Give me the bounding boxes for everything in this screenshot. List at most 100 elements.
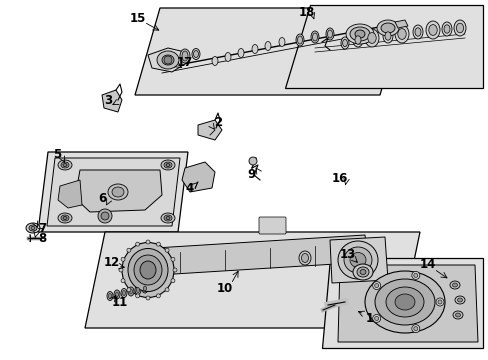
Text: 2: 2	[214, 116, 222, 129]
Ellipse shape	[452, 311, 462, 319]
Ellipse shape	[140, 261, 156, 279]
Ellipse shape	[122, 291, 125, 296]
Polygon shape	[148, 48, 187, 72]
Ellipse shape	[340, 37, 348, 49]
Circle shape	[98, 209, 112, 223]
Ellipse shape	[112, 187, 124, 197]
Ellipse shape	[29, 225, 37, 231]
Circle shape	[127, 288, 131, 292]
Text: 18: 18	[298, 5, 315, 18]
Circle shape	[146, 240, 150, 244]
Ellipse shape	[224, 53, 230, 62]
Text: 13: 13	[339, 248, 355, 261]
Ellipse shape	[108, 293, 111, 298]
Circle shape	[121, 279, 125, 283]
Ellipse shape	[425, 21, 439, 39]
Ellipse shape	[354, 30, 364, 38]
Ellipse shape	[346, 24, 373, 44]
Ellipse shape	[298, 251, 310, 265]
Circle shape	[372, 282, 380, 289]
Circle shape	[121, 257, 125, 261]
Circle shape	[411, 325, 419, 333]
Ellipse shape	[163, 215, 172, 221]
Ellipse shape	[58, 160, 72, 170]
Ellipse shape	[114, 290, 120, 299]
Ellipse shape	[136, 288, 139, 292]
Ellipse shape	[380, 23, 394, 33]
Ellipse shape	[162, 55, 174, 65]
Ellipse shape	[449, 281, 459, 289]
Text: 17: 17	[177, 55, 193, 68]
Ellipse shape	[61, 162, 69, 168]
Ellipse shape	[134, 255, 162, 285]
Ellipse shape	[26, 223, 40, 233]
Polygon shape	[75, 170, 162, 212]
Text: 12: 12	[103, 256, 120, 269]
Ellipse shape	[157, 51, 179, 69]
Text: 16: 16	[331, 171, 347, 184]
Ellipse shape	[374, 279, 434, 325]
Ellipse shape	[376, 20, 398, 36]
Ellipse shape	[165, 216, 170, 220]
Ellipse shape	[193, 50, 198, 58]
Ellipse shape	[359, 270, 365, 274]
Ellipse shape	[414, 28, 420, 36]
Polygon shape	[337, 265, 477, 342]
Circle shape	[248, 157, 257, 165]
Ellipse shape	[397, 28, 406, 39]
Ellipse shape	[143, 286, 146, 291]
Ellipse shape	[108, 184, 128, 200]
Ellipse shape	[343, 247, 371, 273]
Polygon shape	[38, 152, 187, 232]
Circle shape	[135, 294, 140, 298]
Ellipse shape	[163, 162, 172, 168]
Text: 9: 9	[247, 168, 256, 181]
Ellipse shape	[279, 37, 285, 46]
Ellipse shape	[122, 243, 174, 297]
Circle shape	[171, 279, 175, 283]
Ellipse shape	[135, 285, 141, 294]
Ellipse shape	[63, 163, 67, 166]
Text: 7: 7	[38, 221, 46, 234]
Ellipse shape	[264, 41, 270, 50]
Ellipse shape	[356, 267, 368, 277]
Ellipse shape	[364, 29, 378, 47]
FancyBboxPatch shape	[259, 217, 285, 234]
Circle shape	[413, 327, 417, 330]
Ellipse shape	[337, 241, 377, 279]
Circle shape	[374, 284, 378, 288]
Ellipse shape	[354, 36, 360, 44]
Circle shape	[135, 242, 140, 246]
Ellipse shape	[451, 283, 457, 287]
Text: 10: 10	[217, 282, 233, 294]
Ellipse shape	[129, 289, 132, 294]
Ellipse shape	[310, 31, 318, 43]
Ellipse shape	[165, 163, 170, 166]
Circle shape	[437, 300, 441, 304]
Ellipse shape	[412, 25, 422, 39]
Circle shape	[374, 316, 378, 320]
Polygon shape	[58, 180, 82, 208]
Polygon shape	[155, 235, 367, 275]
Ellipse shape	[128, 248, 168, 292]
Text: 11: 11	[112, 296, 128, 309]
Text: 6: 6	[98, 192, 106, 204]
Ellipse shape	[454, 313, 460, 317]
Ellipse shape	[382, 29, 392, 43]
Ellipse shape	[455, 23, 463, 33]
Ellipse shape	[349, 252, 365, 267]
Polygon shape	[285, 5, 482, 88]
Circle shape	[156, 294, 160, 298]
Circle shape	[173, 268, 177, 272]
Circle shape	[411, 271, 419, 279]
Polygon shape	[85, 232, 419, 328]
Ellipse shape	[128, 287, 134, 296]
Circle shape	[372, 314, 380, 323]
Ellipse shape	[161, 160, 175, 170]
Circle shape	[171, 257, 175, 261]
Polygon shape	[329, 237, 387, 283]
Circle shape	[165, 288, 169, 292]
Circle shape	[119, 268, 123, 272]
Ellipse shape	[251, 45, 258, 54]
Ellipse shape	[327, 30, 332, 38]
